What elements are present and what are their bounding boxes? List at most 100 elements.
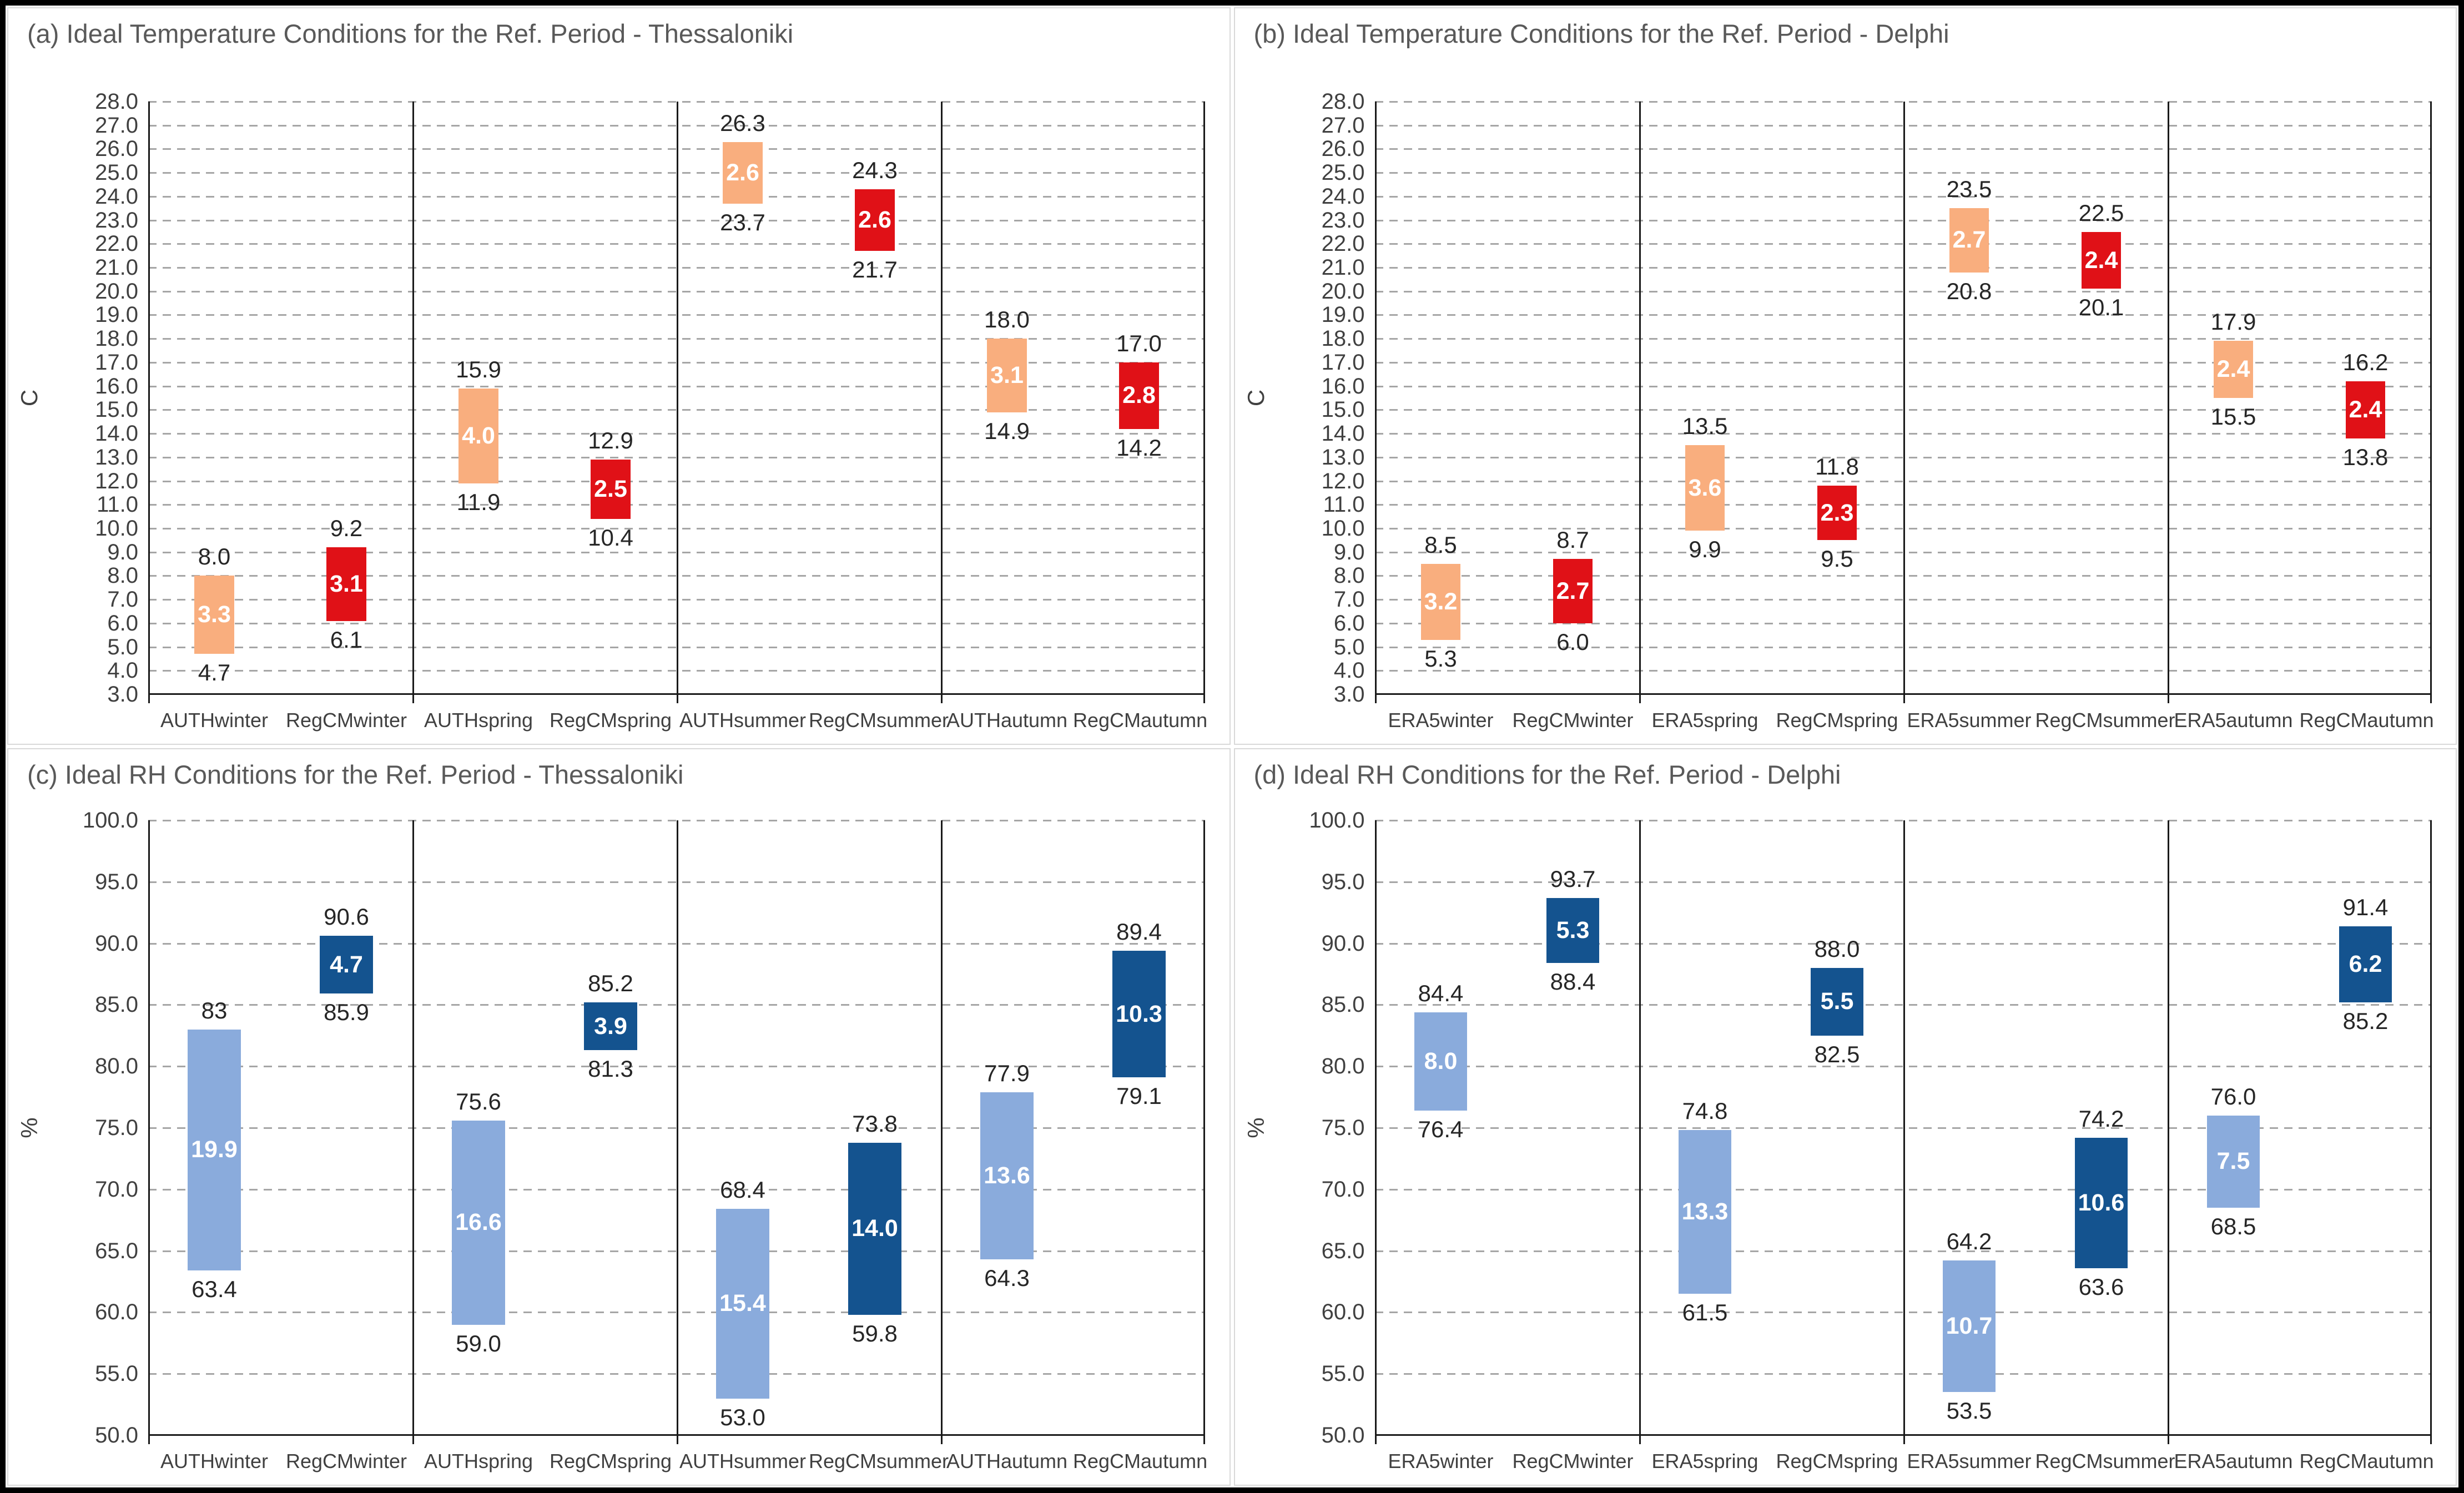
x-category-label: RegCMspring	[1776, 709, 1898, 732]
range-bar-model	[584, 1002, 637, 1051]
range-bar-model	[1112, 950, 1166, 1078]
bar-min-label: 5.3	[1424, 645, 1457, 672]
bar-max-label: 68.4	[720, 1177, 765, 1203]
x-category-label: RegCMautumn	[1073, 1450, 1208, 1472]
x-category-label: RegCMautumn	[1073, 709, 1208, 732]
range-bar-observation	[458, 388, 498, 483]
y-tick-label: 95.0	[1321, 869, 1365, 894]
bar-max-label: 84.4	[1418, 980, 1464, 1006]
y-tick-label: 27.0	[95, 113, 138, 138]
range-bar-observation	[1942, 1260, 1996, 1393]
y-tick-label: 4.0	[107, 658, 138, 683]
y-axis-line	[1374, 820, 1377, 1444]
bar-max-label: 74.8	[1682, 1098, 1728, 1124]
bar-max-label: 24.3	[852, 157, 898, 184]
y-tick-label: 24.0	[1321, 184, 1365, 209]
bar-range-label: 4.0	[462, 422, 495, 449]
bar-range-label: 15.4	[719, 1290, 766, 1317]
plot-area: 3.2 8.5 5.3 2.7 8.7 6.0 3.6 13.5 9.9 2.3 11.8 9.5 2.…	[1374, 101, 2432, 703]
range-bar-observation	[723, 142, 763, 204]
bar-min-label: 82.5	[1814, 1041, 1860, 1067]
y-tick-label: 75.0	[95, 1116, 138, 1140]
x-category-label: RegCMsummer	[2035, 1450, 2175, 1472]
y-tick-label: 17.0	[1321, 350, 1365, 375]
bar-min-label: 59.8	[852, 1320, 898, 1346]
bar-min-label: 4.7	[198, 659, 231, 686]
y-tick-label: 90.0	[95, 931, 138, 956]
bar-range-label: 8.0	[1424, 1047, 1458, 1075]
bar-range-label: 19.9	[191, 1136, 238, 1163]
bar-range-label: 2.4	[2084, 246, 2118, 274]
y-tick-label: 15.0	[1321, 397, 1365, 422]
range-bar-model	[1553, 559, 1593, 623]
y-tick-label: 26.0	[1321, 137, 1365, 162]
group-separator	[677, 102, 678, 703]
range-bar-observation	[1420, 564, 1461, 640]
x-category-label: RegCMwinter	[285, 709, 407, 732]
group-separator	[941, 820, 943, 1444]
bar-min-label: 85.9	[324, 999, 369, 1026]
bar-max-label: 17.0	[1116, 330, 1162, 356]
x-category-label: ERA5autumn	[2174, 709, 2293, 732]
bar-min-label: 23.7	[720, 209, 765, 235]
y-tick-label: 19.0	[1321, 302, 1365, 327]
bar-range-label: 3.2	[1424, 588, 1458, 615]
bar-min-label: 63.6	[2078, 1273, 2124, 1300]
bar-min-label: 53.5	[1946, 1398, 1992, 1424]
bar-min-label: 63.4	[192, 1276, 237, 1303]
group-separator	[2167, 820, 2169, 1444]
x-category-label: RegCMautumn	[2299, 709, 2434, 732]
y-tick-label: 5.0	[1333, 634, 1365, 659]
range-bar-model	[1546, 897, 1600, 964]
y-tick-label: 27.0	[1321, 113, 1365, 138]
range-bar-model	[2081, 231, 2122, 289]
bar-range-label: 7.5	[2216, 1148, 2250, 1175]
y-tick-label: 100.0	[1309, 808, 1365, 833]
x-category-label: RegCMsummer	[809, 709, 949, 732]
bar-max-label: 18.0	[984, 306, 1030, 333]
bar-range-label: 3.6	[1688, 474, 1722, 501]
range-bar-model	[2074, 1137, 2128, 1268]
x-category-label: RegCMspring	[549, 1450, 672, 1472]
bar-range-label: 3.1	[330, 570, 363, 597]
panel-a-temp-thessaloniki: (a) Ideal Temperature Conditions for the…	[7, 7, 1231, 745]
x-category-label: AUTHwinter	[160, 1450, 269, 1472]
bar-min-label: 88.4	[1550, 969, 1596, 995]
y-axis-line	[148, 102, 150, 703]
x-category-label: ERA5autumn	[2174, 1450, 2293, 1472]
y-tick-label: 10.0	[1321, 516, 1365, 541]
range-bar-observation	[452, 1120, 505, 1325]
bar-range-label: 10.7	[1946, 1313, 1993, 1340]
chart-title: (c) Ideal RH Conditions for the Ref. Per…	[27, 760, 684, 789]
x-category-label: AUTHautumn	[946, 709, 1068, 732]
bar-max-label: 26.3	[720, 109, 765, 136]
bar-min-label: 21.7	[852, 256, 898, 283]
y-tick-label: 12.0	[95, 468, 138, 493]
bar-max-label: 8.7	[1556, 527, 1589, 553]
y-tick-label: 14.0	[1321, 421, 1365, 446]
bar-min-label: 11.9	[456, 488, 501, 515]
y-tick-label: 7.0	[1333, 587, 1365, 612]
y-tick-label: 65.0	[1321, 1238, 1365, 1263]
bar-min-label: 64.3	[984, 1265, 1030, 1292]
plot-area: 3.3 8.0 4.7 3.1 9.2 6.1 4.0 15.9 11.9 2.5 12.9 10.4…	[148, 101, 1205, 703]
group-separator	[412, 820, 414, 1444]
bar-max-label: 11.8	[1815, 453, 1859, 480]
bar-range-label: 2.6	[858, 206, 891, 234]
bar-max-label: 77.9	[984, 1060, 1030, 1086]
bar-min-label: 76.4	[1418, 1116, 1464, 1142]
y-tick-label: 13.0	[1321, 445, 1365, 470]
y-tick-label: 70.0	[95, 1177, 138, 1202]
range-bar-observation	[2213, 341, 2254, 398]
y-tick-label: 16.0	[95, 374, 138, 399]
bar-min-label: 61.5	[1682, 1299, 1728, 1326]
bar-range-label: 3.9	[594, 1012, 627, 1040]
bar-min-label: 79.1	[1116, 1083, 1162, 1109]
range-bar-observation	[194, 576, 234, 654]
y-tick-label: 20.0	[1321, 279, 1365, 304]
x-category-label: RegCMautumn	[2299, 1450, 2434, 1472]
range-bar-observation	[1414, 1012, 1468, 1111]
y-tick-label: 100.0	[82, 808, 138, 833]
bar-min-label: 9.5	[1821, 546, 1853, 572]
